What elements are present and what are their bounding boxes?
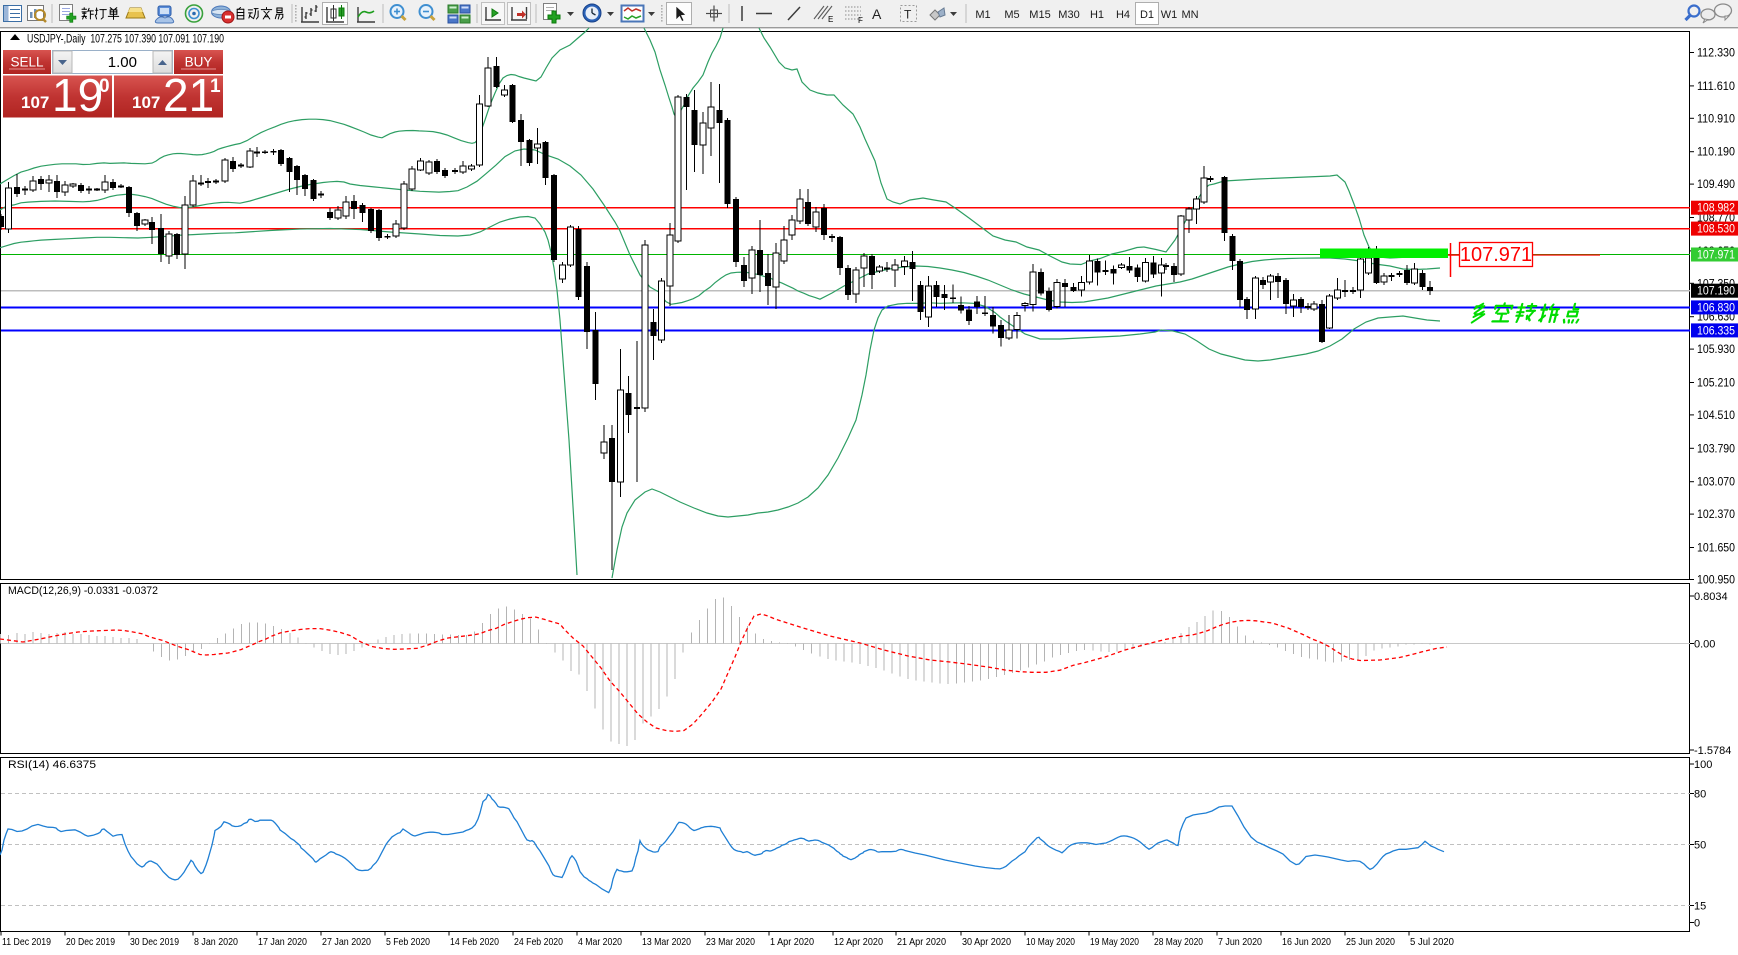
svg-text:D1: D1 (1140, 9, 1154, 21)
svg-text:M30: M30 (1058, 9, 1079, 21)
svg-text:106.830: 106.830 (1697, 300, 1735, 314)
svg-text:106.335: 106.335 (1697, 323, 1735, 337)
svg-text:109.490: 109.490 (1697, 177, 1735, 191)
svg-text:E: E (828, 15, 833, 24)
svg-text:107.971: 107.971 (1697, 248, 1735, 262)
svg-text:7 Jun 2020: 7 Jun 2020 (1218, 936, 1262, 948)
svg-text:105.930: 105.930 (1697, 342, 1735, 356)
svg-text:15: 15 (1694, 901, 1706, 913)
svg-text:H1: H1 (1090, 9, 1104, 21)
svg-text:110.910: 110.910 (1697, 111, 1735, 125)
svg-text:5 Feb 2020: 5 Feb 2020 (386, 936, 430, 948)
svg-text:107.190: 107.190 (1697, 284, 1735, 298)
svg-text:M5: M5 (1004, 9, 1019, 21)
svg-text:0: 0 (1694, 918, 1700, 930)
svg-text:W1: W1 (1161, 9, 1178, 21)
svg-text:19: 19 (52, 69, 103, 121)
svg-text:27 Jan 2020: 27 Jan 2020 (322, 936, 371, 948)
svg-text:28 May 2020: 28 May 2020 (1154, 936, 1203, 948)
svg-text:103.790: 103.790 (1697, 441, 1735, 455)
svg-text:T: T (904, 8, 912, 22)
svg-text:10 May 2020: 10 May 2020 (1026, 936, 1075, 948)
svg-text:1: 1 (210, 76, 221, 97)
svg-text:112.330: 112.330 (1697, 46, 1735, 60)
svg-text:25 Jun 2020: 25 Jun 2020 (1346, 936, 1395, 948)
svg-text:110.190: 110.190 (1697, 145, 1735, 159)
svg-text:-1.5784: -1.5784 (1694, 745, 1731, 757)
svg-text:21: 21 (163, 69, 214, 121)
svg-text:RSI(14) 46.6375: RSI(14) 46.6375 (8, 759, 96, 771)
svg-text:80: 80 (1694, 789, 1706, 801)
svg-text:11 Dec 2019: 11 Dec 2019 (2, 936, 51, 948)
svg-text:14 Feb 2020: 14 Feb 2020 (450, 936, 499, 948)
svg-text:12 Apr 2020: 12 Apr 2020 (834, 936, 883, 948)
svg-text:111.610: 111.610 (1697, 79, 1735, 93)
svg-text:21 Apr 2020: 21 Apr 2020 (897, 936, 946, 948)
svg-text:8 Jan 2020: 8 Jan 2020 (194, 936, 238, 948)
svg-text:30 Apr 2020: 30 Apr 2020 (962, 936, 1011, 948)
svg-text:M15: M15 (1029, 9, 1050, 21)
svg-text:100.950: 100.950 (1697, 573, 1735, 587)
svg-text:101.650: 101.650 (1697, 541, 1735, 555)
svg-text:107.971: 107.971 (1460, 244, 1532, 266)
svg-text:108.982: 108.982 (1697, 201, 1735, 215)
svg-text:107: 107 (21, 93, 49, 112)
svg-text:1.00: 1.00 (108, 54, 137, 71)
svg-text:BUY: BUY (185, 55, 213, 70)
svg-text:102.370: 102.370 (1697, 507, 1735, 521)
svg-text:107: 107 (132, 93, 160, 112)
svg-text:MACD(12,26,9) -0.0331 -0.0372: MACD(12,26,9) -0.0331 -0.0372 (8, 585, 158, 597)
svg-text:USDJPY-,Daily 107.275 107.390: USDJPY-,Daily 107.275 107.390 107.091 10… (27, 32, 224, 46)
svg-text:30 Dec 2019: 30 Dec 2019 (130, 936, 179, 948)
svg-text:50: 50 (1694, 840, 1706, 852)
svg-text:MN: MN (1181, 9, 1198, 21)
svg-text:24 Feb 2020: 24 Feb 2020 (514, 936, 563, 948)
svg-text:H4: H4 (1116, 9, 1130, 21)
svg-text:M1: M1 (975, 9, 990, 21)
svg-text:103.070: 103.070 (1697, 475, 1735, 489)
svg-text:108.530: 108.530 (1697, 222, 1735, 236)
svg-text:4 Mar 2020: 4 Mar 2020 (578, 936, 622, 948)
svg-text:23 Mar 2020: 23 Mar 2020 (706, 936, 755, 948)
svg-text:100: 100 (1694, 759, 1712, 771)
svg-text:13 Mar 2020: 13 Mar 2020 (642, 936, 691, 948)
svg-text:5 Jul 2020: 5 Jul 2020 (1410, 936, 1454, 948)
svg-text:F: F (858, 16, 863, 25)
svg-text:17 Jan 2020: 17 Jan 2020 (258, 936, 307, 948)
svg-text:0: 0 (99, 76, 110, 97)
svg-text:16 Jun 2020: 16 Jun 2020 (1282, 936, 1331, 948)
svg-text:0.00: 0.00 (1694, 639, 1715, 651)
svg-text:105.210: 105.210 (1697, 376, 1735, 390)
svg-text:1 Apr 2020: 1 Apr 2020 (770, 936, 814, 948)
svg-text:SELL: SELL (10, 55, 44, 70)
svg-text:104.510: 104.510 (1697, 408, 1735, 422)
svg-text:0.8034: 0.8034 (1694, 591, 1728, 603)
svg-text:A: A (872, 6, 882, 22)
svg-text:19 May 2020: 19 May 2020 (1090, 936, 1139, 948)
svg-text:20 Dec 2019: 20 Dec 2019 (66, 936, 115, 948)
